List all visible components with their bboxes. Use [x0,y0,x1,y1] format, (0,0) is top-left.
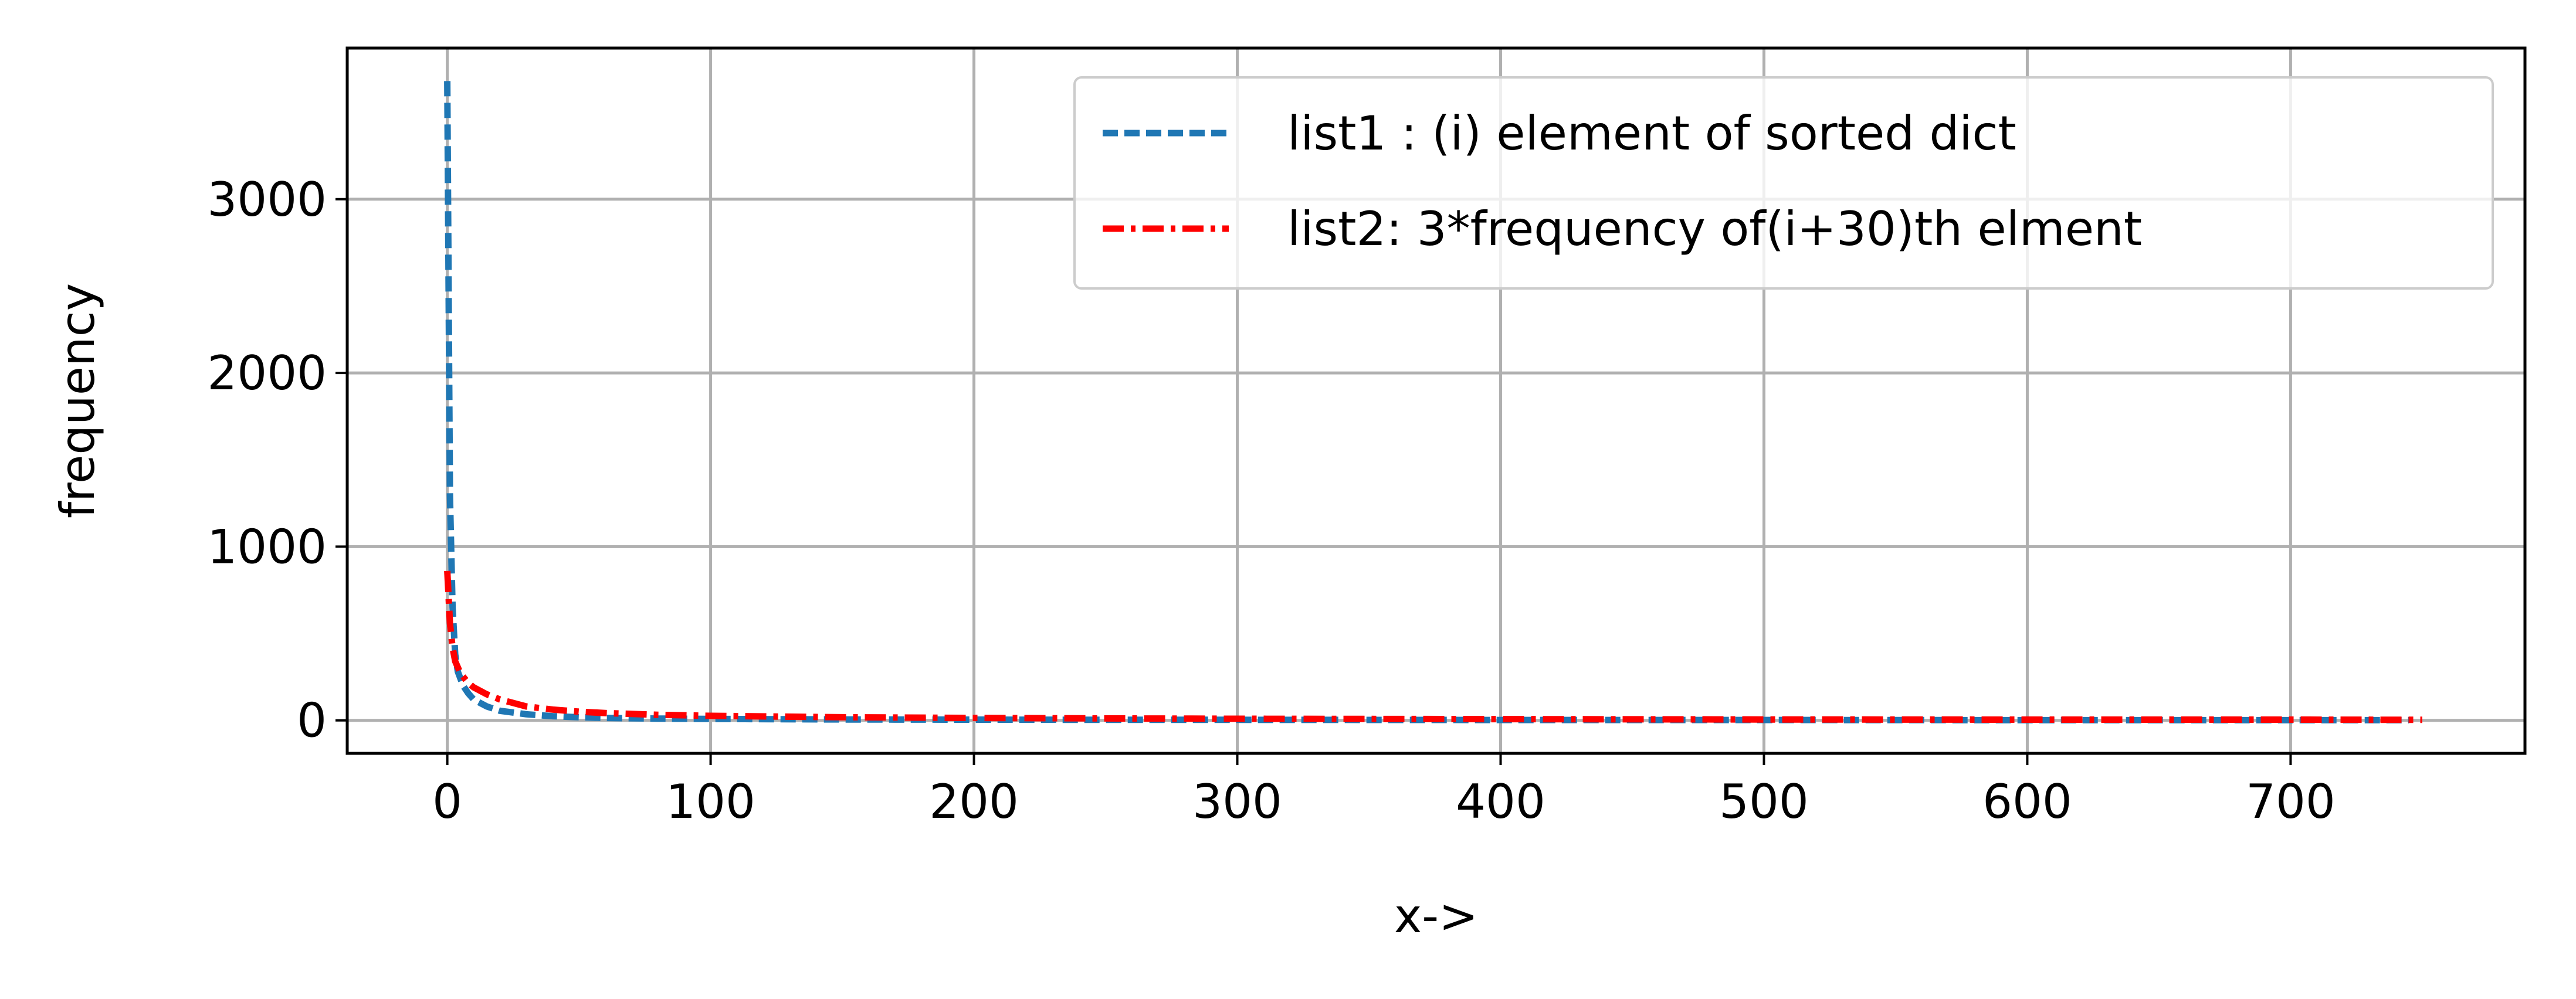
legend-label-2: list2: 3*frequency of(i+30)th elment [1287,202,2142,256]
x-tick-label: 200 [929,774,1019,829]
legend-items: list1 : (i) element of sorted dict list2:… [1103,106,2142,256]
series-lines [444,81,2422,723]
y-tick-label: 2000 [207,346,327,400]
legend-box [1073,76,2494,290]
series-line-1 [444,81,2409,723]
legend: list1 : (i) element of sorted dict list2:… [1073,76,2494,290]
x-axis-label: x-> [1394,889,1478,943]
x-tick-label: 500 [1719,774,1809,829]
series-line-2 [444,570,2422,723]
x-tick-label: 100 [666,774,755,829]
x-tick-label: 300 [1192,774,1282,829]
y-axis-label: frequency [50,283,105,518]
x-tick-label: 600 [1982,774,2072,829]
legend-label-1: list1 : (i) element of sorted dict [1287,106,2016,161]
y-tick-label: 1000 [207,519,327,574]
y-tick-label: 3000 [207,172,327,227]
x-tick-label: 700 [2246,774,2336,829]
axis-ticks: 0 100 200 300 400 500 600 700 0 1000 2000 3000 [207,172,2335,829]
x-tick-label: 0 [432,774,462,829]
y-tick-label: 0 [297,694,327,748]
x-tick-label: 400 [1456,774,1545,829]
plot-frame [345,46,2527,755]
